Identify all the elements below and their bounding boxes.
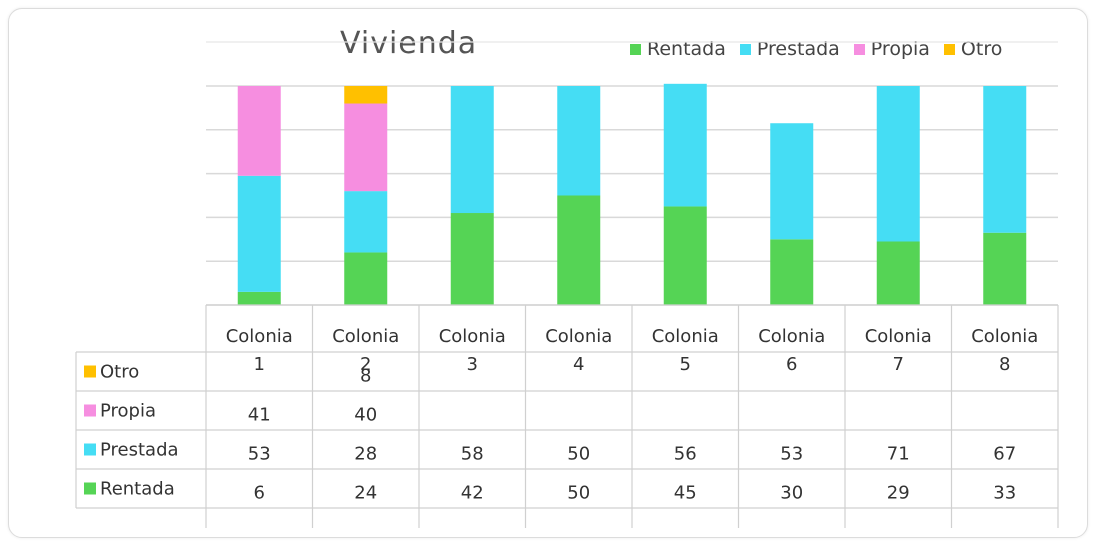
- bar-rentada-7: [876, 241, 920, 305]
- x-tick-number-3: 3: [467, 354, 478, 375]
- table-cell-prestada-2: 28: [354, 444, 377, 465]
- bar-rentada-8: [983, 232, 1027, 305]
- bar-prestada-7: [876, 86, 920, 242]
- table-swatch-otro: [84, 365, 96, 378]
- bar-prestada-4: [557, 86, 601, 196]
- table-row-label-otro: Otro: [100, 362, 139, 383]
- table-cell-otro-2: 8: [360, 366, 371, 387]
- bar-rentada-3: [450, 213, 494, 305]
- bar-rentada-5: [663, 206, 707, 305]
- table-cell-propia-2: 40: [354, 405, 377, 426]
- x-tick-label-7: Colonia: [865, 326, 932, 347]
- table-cell-propia-1: 41: [248, 405, 271, 426]
- bar-prestada-5: [663, 83, 707, 207]
- bar-propia-2: [344, 103, 388, 192]
- legend-swatch-rentada: [630, 43, 641, 55]
- table-cell-prestada-3: 58: [461, 444, 484, 465]
- table-swatch-prestada: [84, 443, 96, 456]
- x-tick-label-8: Colonia: [971, 326, 1038, 347]
- chart-title: Vivienda: [340, 26, 478, 61]
- table-row-label-prestada: Prestada: [100, 440, 179, 461]
- table-cell-prestada-7: 71: [887, 444, 910, 465]
- table-cell-rentada-5: 45: [674, 483, 697, 504]
- table-row-label-propia: Propia: [100, 401, 156, 422]
- bar-prestada-6: [770, 123, 814, 240]
- legend-swatch-otro: [943, 43, 955, 55]
- legend-label-otro: Otro: [960, 38, 1003, 60]
- table-cell-rentada-3: 42: [461, 483, 484, 504]
- table-cell-rentada-4: 50: [567, 483, 590, 504]
- x-tick-number-4: 4: [573, 354, 584, 375]
- table-cell-rentada-6: 30: [780, 483, 803, 504]
- table-swatch-rentada: [84, 482, 96, 495]
- legend-item-rentada: Rentada: [630, 38, 726, 60]
- bar-rentada-2: [344, 252, 388, 305]
- bar-otro-2: [344, 86, 388, 104]
- table-cell-prestada-6: 53: [780, 444, 803, 465]
- table-cell-rentada-8: 33: [993, 483, 1016, 504]
- legend-label-propia: Propia: [870, 38, 930, 60]
- x-tick-label-2: Colonia: [332, 326, 399, 347]
- table-cell-rentada-1: 6: [254, 483, 265, 504]
- table-cell-rentada-2: 24: [354, 483, 377, 504]
- chart-legend: Rentada Prestada Propia Otro: [630, 38, 1002, 60]
- table-row-label-rentada: Rentada: [100, 479, 175, 500]
- x-tick-label-5: Colonia: [652, 326, 719, 347]
- x-tick-label-1: Colonia: [226, 326, 293, 347]
- legend-item-otro: Otro: [943, 38, 1003, 60]
- bar-rentada-4: [557, 195, 601, 305]
- x-tick-label-6: Colonia: [758, 326, 825, 347]
- x-tick-number-7: 7: [893, 354, 904, 375]
- bar-prestada-2: [344, 191, 388, 253]
- legend-item-propia: Propia: [853, 38, 930, 60]
- x-tick-number-6: 6: [786, 354, 797, 375]
- legend-label-prestada: Prestada: [756, 38, 840, 60]
- legend-swatch-prestada: [739, 43, 751, 55]
- bar-rentada-1: [237, 291, 281, 305]
- x-tick-label-3: Colonia: [439, 326, 506, 347]
- bar-prestada-3: [450, 86, 494, 214]
- x-tick-number-5: 5: [680, 354, 691, 375]
- legend-swatch-propia: [853, 43, 865, 55]
- bar-rentada-6: [770, 239, 814, 305]
- bar-propia-1: [237, 86, 281, 176]
- bar-prestada-8: [983, 86, 1027, 233]
- x-tick-number-1: 1: [254, 354, 265, 375]
- table-cell-prestada-4: 50: [567, 444, 590, 465]
- x-tick-label-4: Colonia: [545, 326, 612, 347]
- table-cell-prestada-8: 67: [993, 444, 1016, 465]
- table-cell-prestada-5: 56: [674, 444, 697, 465]
- x-tick-number-2: 2: [360, 354, 371, 375]
- table-cell-rentada-7: 29: [887, 483, 910, 504]
- table-swatch-propia: [84, 404, 96, 417]
- legend-label-rentada: Rentada: [647, 38, 726, 60]
- bar-prestada-1: [237, 175, 281, 292]
- table-cell-prestada-1: 53: [248, 444, 271, 465]
- legend-item-prestada: Prestada: [739, 38, 840, 60]
- x-tick-number-8: 8: [999, 354, 1010, 375]
